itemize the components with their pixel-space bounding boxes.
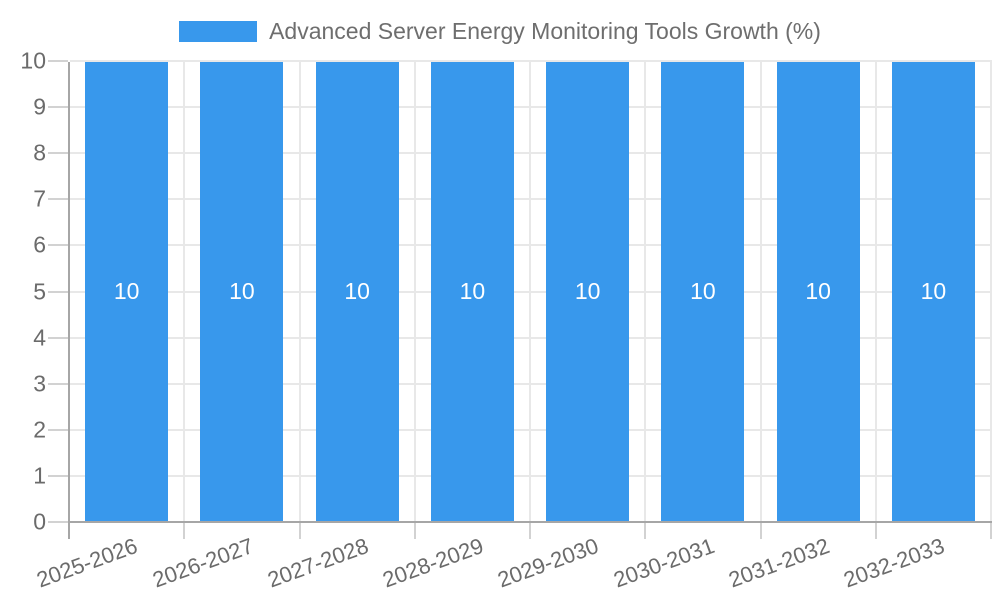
y-gridline bbox=[70, 152, 992, 155]
y-tick-label: 5 bbox=[33, 277, 46, 304]
bar-value-label: 10 bbox=[459, 278, 486, 304]
x-gridline bbox=[413, 62, 416, 521]
x-tick-label: 2026-2027 bbox=[149, 533, 257, 593]
x-gridline bbox=[644, 62, 647, 521]
y-tick-mark bbox=[48, 521, 68, 523]
legend: Advanced Server Energy Monitoring Tools … bbox=[0, 19, 1000, 44]
legend-label: Advanced Server Energy Monitoring Tools … bbox=[269, 18, 821, 44]
bar[interactable]: 10 bbox=[200, 62, 284, 521]
y-tick-mark bbox=[48, 382, 68, 385]
x-tick-mark bbox=[759, 523, 762, 539]
x-tick-label: 2029-2030 bbox=[494, 533, 603, 593]
bar[interactable]: 10 bbox=[891, 62, 975, 521]
y-gridline bbox=[70, 244, 992, 247]
y-gridline bbox=[70, 428, 992, 431]
y-tick-mark bbox=[48, 290, 68, 293]
bar[interactable]: 10 bbox=[661, 62, 745, 521]
x-tick-label: 2031-2032 bbox=[725, 533, 833, 593]
bar[interactable]: 10 bbox=[776, 62, 860, 521]
y-gridline bbox=[70, 474, 992, 477]
legend-swatch bbox=[179, 21, 258, 42]
x-tick-mark bbox=[413, 523, 416, 539]
y-tick-label: 8 bbox=[33, 139, 46, 166]
y-tick-mark bbox=[48, 336, 68, 339]
x-tick-mark bbox=[529, 523, 531, 539]
x-gridline bbox=[183, 62, 186, 521]
y-gridline bbox=[70, 382, 992, 385]
y-gridline bbox=[70, 290, 992, 293]
x-tick-mark bbox=[298, 523, 301, 539]
bar[interactable]: 10 bbox=[546, 62, 630, 521]
x-tick-mark bbox=[874, 523, 877, 539]
y-tick-label: 10 bbox=[20, 47, 46, 74]
bar-value-label: 10 bbox=[690, 278, 716, 304]
y-tick-label: 1 bbox=[33, 462, 46, 489]
y-tick-label: 6 bbox=[33, 231, 46, 258]
x-tick-label: 2025-2026 bbox=[33, 533, 142, 593]
y-gridline bbox=[70, 60, 992, 62]
y-tick-mark bbox=[48, 244, 68, 247]
y-tick-mark bbox=[48, 428, 68, 431]
y-tick-label: 0 bbox=[33, 508, 46, 535]
x-gridline bbox=[298, 62, 301, 521]
y-tick-label: 3 bbox=[33, 370, 46, 397]
y-tick-mark bbox=[48, 474, 68, 477]
y-gridline bbox=[70, 106, 992, 109]
bar[interactable]: 10 bbox=[315, 62, 399, 521]
x-axis-line bbox=[68, 521, 992, 523]
y-tick-label: 7 bbox=[33, 185, 46, 212]
x-tick-label: 2027-2028 bbox=[264, 533, 372, 593]
y-tick-label: 4 bbox=[33, 324, 46, 351]
bar[interactable]: 10 bbox=[430, 62, 514, 521]
x-tick-mark bbox=[990, 523, 992, 539]
y-tick-label: 9 bbox=[33, 93, 46, 120]
y-tick-mark bbox=[48, 198, 68, 201]
x-gridline bbox=[529, 62, 531, 521]
x-tick-label: 2028-2029 bbox=[379, 533, 487, 593]
y-tick-mark bbox=[48, 106, 68, 109]
bar-value-label: 10 bbox=[113, 278, 140, 304]
legend-item[interactable]: Advanced Server Energy Monitoring Tools … bbox=[179, 19, 821, 44]
x-gridline bbox=[990, 62, 992, 521]
bar-value-label: 10 bbox=[920, 278, 947, 304]
bar[interactable]: 10 bbox=[85, 62, 169, 521]
y-tick-mark bbox=[48, 152, 68, 155]
bar-value-label: 10 bbox=[229, 278, 255, 304]
y-gridline bbox=[70, 198, 992, 201]
y-gridline bbox=[70, 336, 992, 339]
x-gridline bbox=[874, 62, 877, 521]
y-axis-line bbox=[68, 62, 70, 539]
bar-value-label: 10 bbox=[344, 278, 370, 304]
x-tick-label: 2032-2033 bbox=[840, 533, 948, 593]
bar-value-label: 10 bbox=[805, 278, 831, 304]
x-tick-mark bbox=[644, 523, 647, 539]
x-gridline bbox=[759, 62, 762, 521]
y-tick-label: 2 bbox=[33, 416, 46, 443]
y-tick-mark bbox=[48, 60, 68, 62]
bar-value-label: 10 bbox=[574, 278, 601, 304]
x-tick-mark bbox=[183, 523, 186, 539]
x-tick-label: 2030-2031 bbox=[610, 533, 718, 593]
